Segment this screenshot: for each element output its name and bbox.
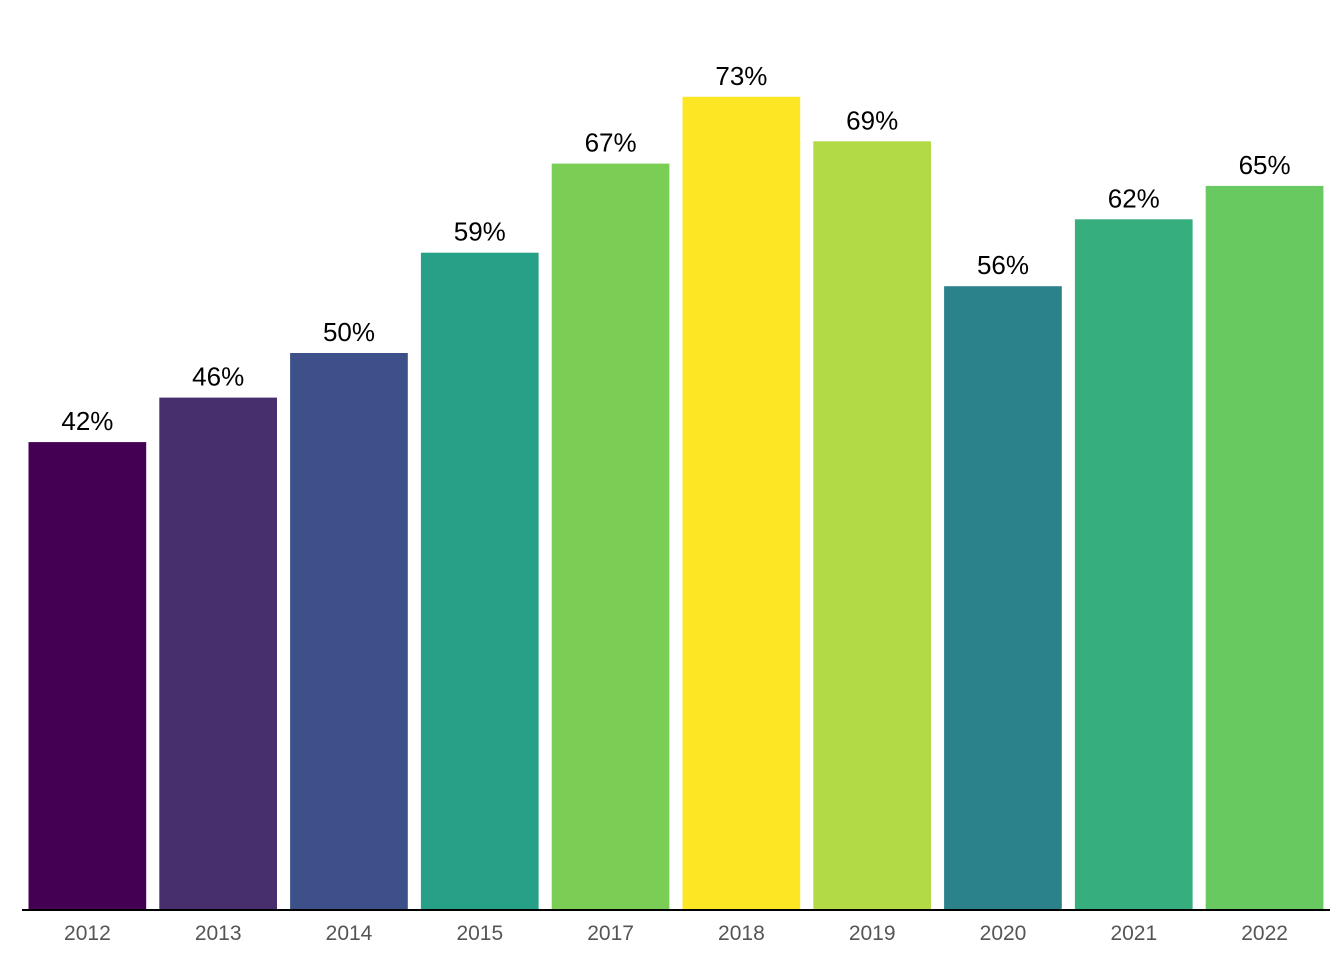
x-tick-label-2022: 2022 — [1241, 922, 1288, 945]
data-label-2014: 50% — [323, 317, 375, 347]
x-tick-label-2012: 2012 — [64, 922, 111, 945]
bar-2020 — [944, 286, 1062, 910]
x-tick-label-2014: 2014 — [326, 922, 373, 945]
x-tick-label-2018: 2018 — [718, 922, 765, 945]
data-label-2018: 73% — [715, 61, 767, 91]
x-tick-label-2019: 2019 — [849, 922, 896, 945]
data-label-2013: 46% — [192, 362, 244, 392]
bar-2014 — [290, 353, 408, 910]
data-label-2020: 56% — [977, 250, 1029, 280]
x-tick-label-2015: 2015 — [456, 922, 503, 945]
data-label-2021: 62% — [1108, 183, 1160, 213]
bar-2022 — [1205, 185, 1324, 910]
bar-2015 — [420, 252, 539, 910]
x-tick-labels-group: 2012 2013 2014 2015 2017 2018 2019 2020 2021 2022 — [64, 922, 1288, 945]
data-label-2017: 67% — [585, 128, 637, 158]
bar-2017 — [551, 163, 670, 911]
bar-2013 — [159, 397, 277, 911]
data-label-2019: 69% — [846, 105, 898, 135]
bar-2021 — [1074, 219, 1193, 911]
data-label-2015: 59% — [454, 217, 506, 247]
bar-2018 — [682, 96, 801, 911]
data-label-2022: 65% — [1239, 150, 1291, 180]
value-labels-group: 42% 46% 50% 59% 67% 73% 69% 56% 62% 65% — [61, 61, 1290, 436]
x-tick-label-2021: 2021 — [1110, 922, 1157, 945]
x-tick-label-2013: 2013 — [195, 922, 242, 945]
bars-group — [28, 96, 1324, 911]
bar-2012 — [28, 442, 147, 910]
x-tick-label-2017: 2017 — [587, 922, 634, 945]
data-label-2012: 42% — [61, 406, 113, 436]
x-tick-label-2020: 2020 — [980, 922, 1027, 945]
bar-2019 — [813, 141, 931, 911]
